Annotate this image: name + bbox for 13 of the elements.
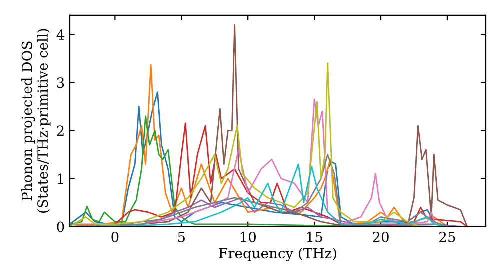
x-tick-label: 25 <box>440 232 456 242</box>
x-tick-label: 10 <box>240 232 256 242</box>
x-axis-title: Frequency (THz) <box>219 248 336 262</box>
x-tick-label: 20 <box>373 232 389 242</box>
y-tick-label: 2 <box>57 126 64 136</box>
x-tick-label: 0 <box>112 232 119 242</box>
x-tick-label: 5 <box>178 232 185 242</box>
x-tick-label: 15 <box>307 232 322 242</box>
y-tick-label: 1 <box>58 174 64 184</box>
y-tick-label: 4 <box>56 30 64 40</box>
y-tick-label: 3 <box>57 78 64 88</box>
y-tick-label: 0 <box>57 222 64 232</box>
y-axis-title: Phonon projected DOS (States/THz·primitive cell) <box>22 29 51 213</box>
